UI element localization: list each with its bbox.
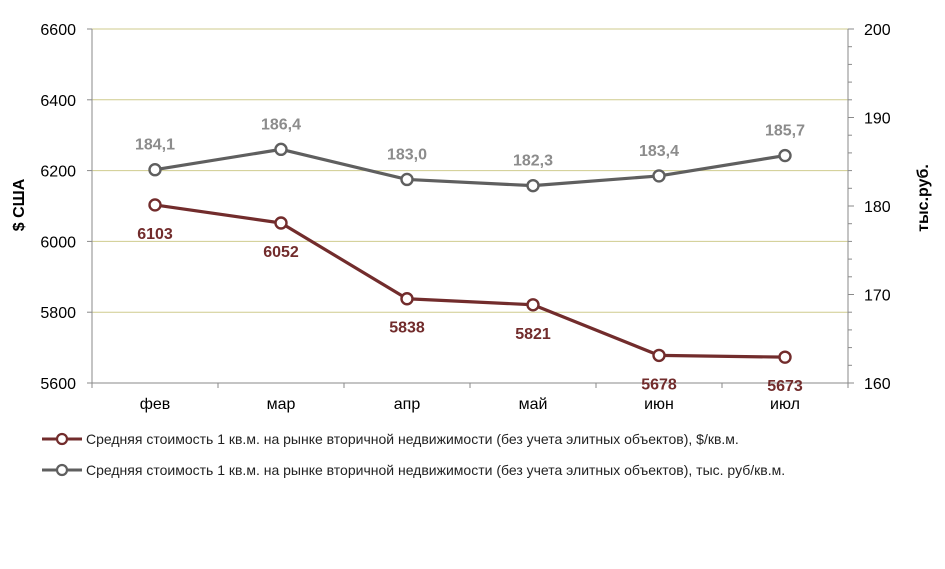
left-tick-label: 6600 (40, 22, 76, 39)
left-axis-title: $ США (11, 178, 28, 231)
x-tick-label: май (519, 396, 548, 413)
legend-marker-rub (55, 463, 69, 477)
data-point-usd (526, 298, 540, 312)
data-label-rub: 185,7 (765, 123, 805, 140)
axes (91, 29, 849, 384)
left-tick-label: 5800 (40, 305, 76, 322)
legend-label-rub: Средняя стоимость 1 кв.м. на рынке втори… (86, 462, 785, 478)
left-tick-label: 6000 (40, 234, 76, 251)
data-point-rub (274, 142, 288, 157)
x-axis-ticks: фев мар апр май июн июл (91, 383, 849, 413)
data-label-usd: 5678 (641, 376, 677, 393)
data-point-rub (400, 172, 414, 187)
x-tick-label: апр (394, 396, 421, 413)
data-point-rub (652, 169, 666, 183)
legend-item-rub: Средняя стоимость 1 кв.м. на рынке втори… (42, 462, 785, 478)
x-tick-label: июн (644, 396, 674, 413)
data-label-usd: 5838 (389, 320, 425, 337)
data-label-rub: 182,3 (513, 153, 553, 170)
right-tick-label: 200 (864, 22, 891, 39)
left-tick-label: 6200 (40, 164, 76, 181)
data-label-rub: 183,0 (387, 146, 427, 163)
series-line-usd (154, 203, 786, 359)
data-point-usd (400, 292, 414, 306)
data-label-usd: 6052 (263, 244, 299, 261)
data-point-rub (526, 178, 540, 193)
data-label-usd: 5821 (515, 326, 551, 343)
right-tick-label: 170 (864, 288, 891, 305)
x-tick-label: мар (267, 396, 296, 413)
legend-label-usd: Средняя стоимость 1 кв.м. на рынке втори… (86, 431, 739, 447)
data-label-usd: 5673 (767, 378, 803, 395)
legend-item-usd: Средняя стоимость 1 кв.м. на рынке втори… (42, 431, 739, 447)
data-point-usd (148, 198, 162, 212)
data-label-usd: 6103 (137, 226, 173, 243)
left-tick-label: 6400 (40, 93, 76, 110)
data-point-usd (652, 348, 666, 363)
series-line-rub (154, 147, 786, 188)
data-label-rub: 183,4 (639, 143, 679, 160)
right-axis-ticks: 160 170 180 190 200 (848, 22, 891, 393)
series-group (148, 142, 792, 364)
data-label-rub: 186,4 (261, 116, 301, 133)
data-point-rub (148, 163, 162, 177)
gridlines (92, 28, 848, 313)
data-point-usd (778, 350, 792, 364)
legend-marker-usd (55, 432, 69, 446)
right-tick-label: 180 (864, 199, 891, 216)
data-point-rub (778, 148, 792, 163)
left-tick-label: 5600 (40, 376, 76, 393)
right-tick-label: 190 (864, 111, 891, 128)
right-axis-title: тыс.руб. (915, 164, 932, 232)
data-labels: 6103 6052 5838 5821 5678 5673 184,1 186,4 183,0 1… (135, 116, 805, 395)
x-tick-label: фев (140, 396, 171, 413)
legend: Средняя стоимость 1 кв.м. на рынке втори… (42, 431, 785, 478)
x-tick-label: июл (770, 396, 800, 413)
right-tick-label: 160 (864, 376, 891, 393)
data-point-usd (274, 216, 288, 230)
left-axis-ticks: 5600 5800 6000 6200 6400 6600 (40, 22, 92, 393)
data-label-rub: 184,1 (135, 137, 175, 154)
